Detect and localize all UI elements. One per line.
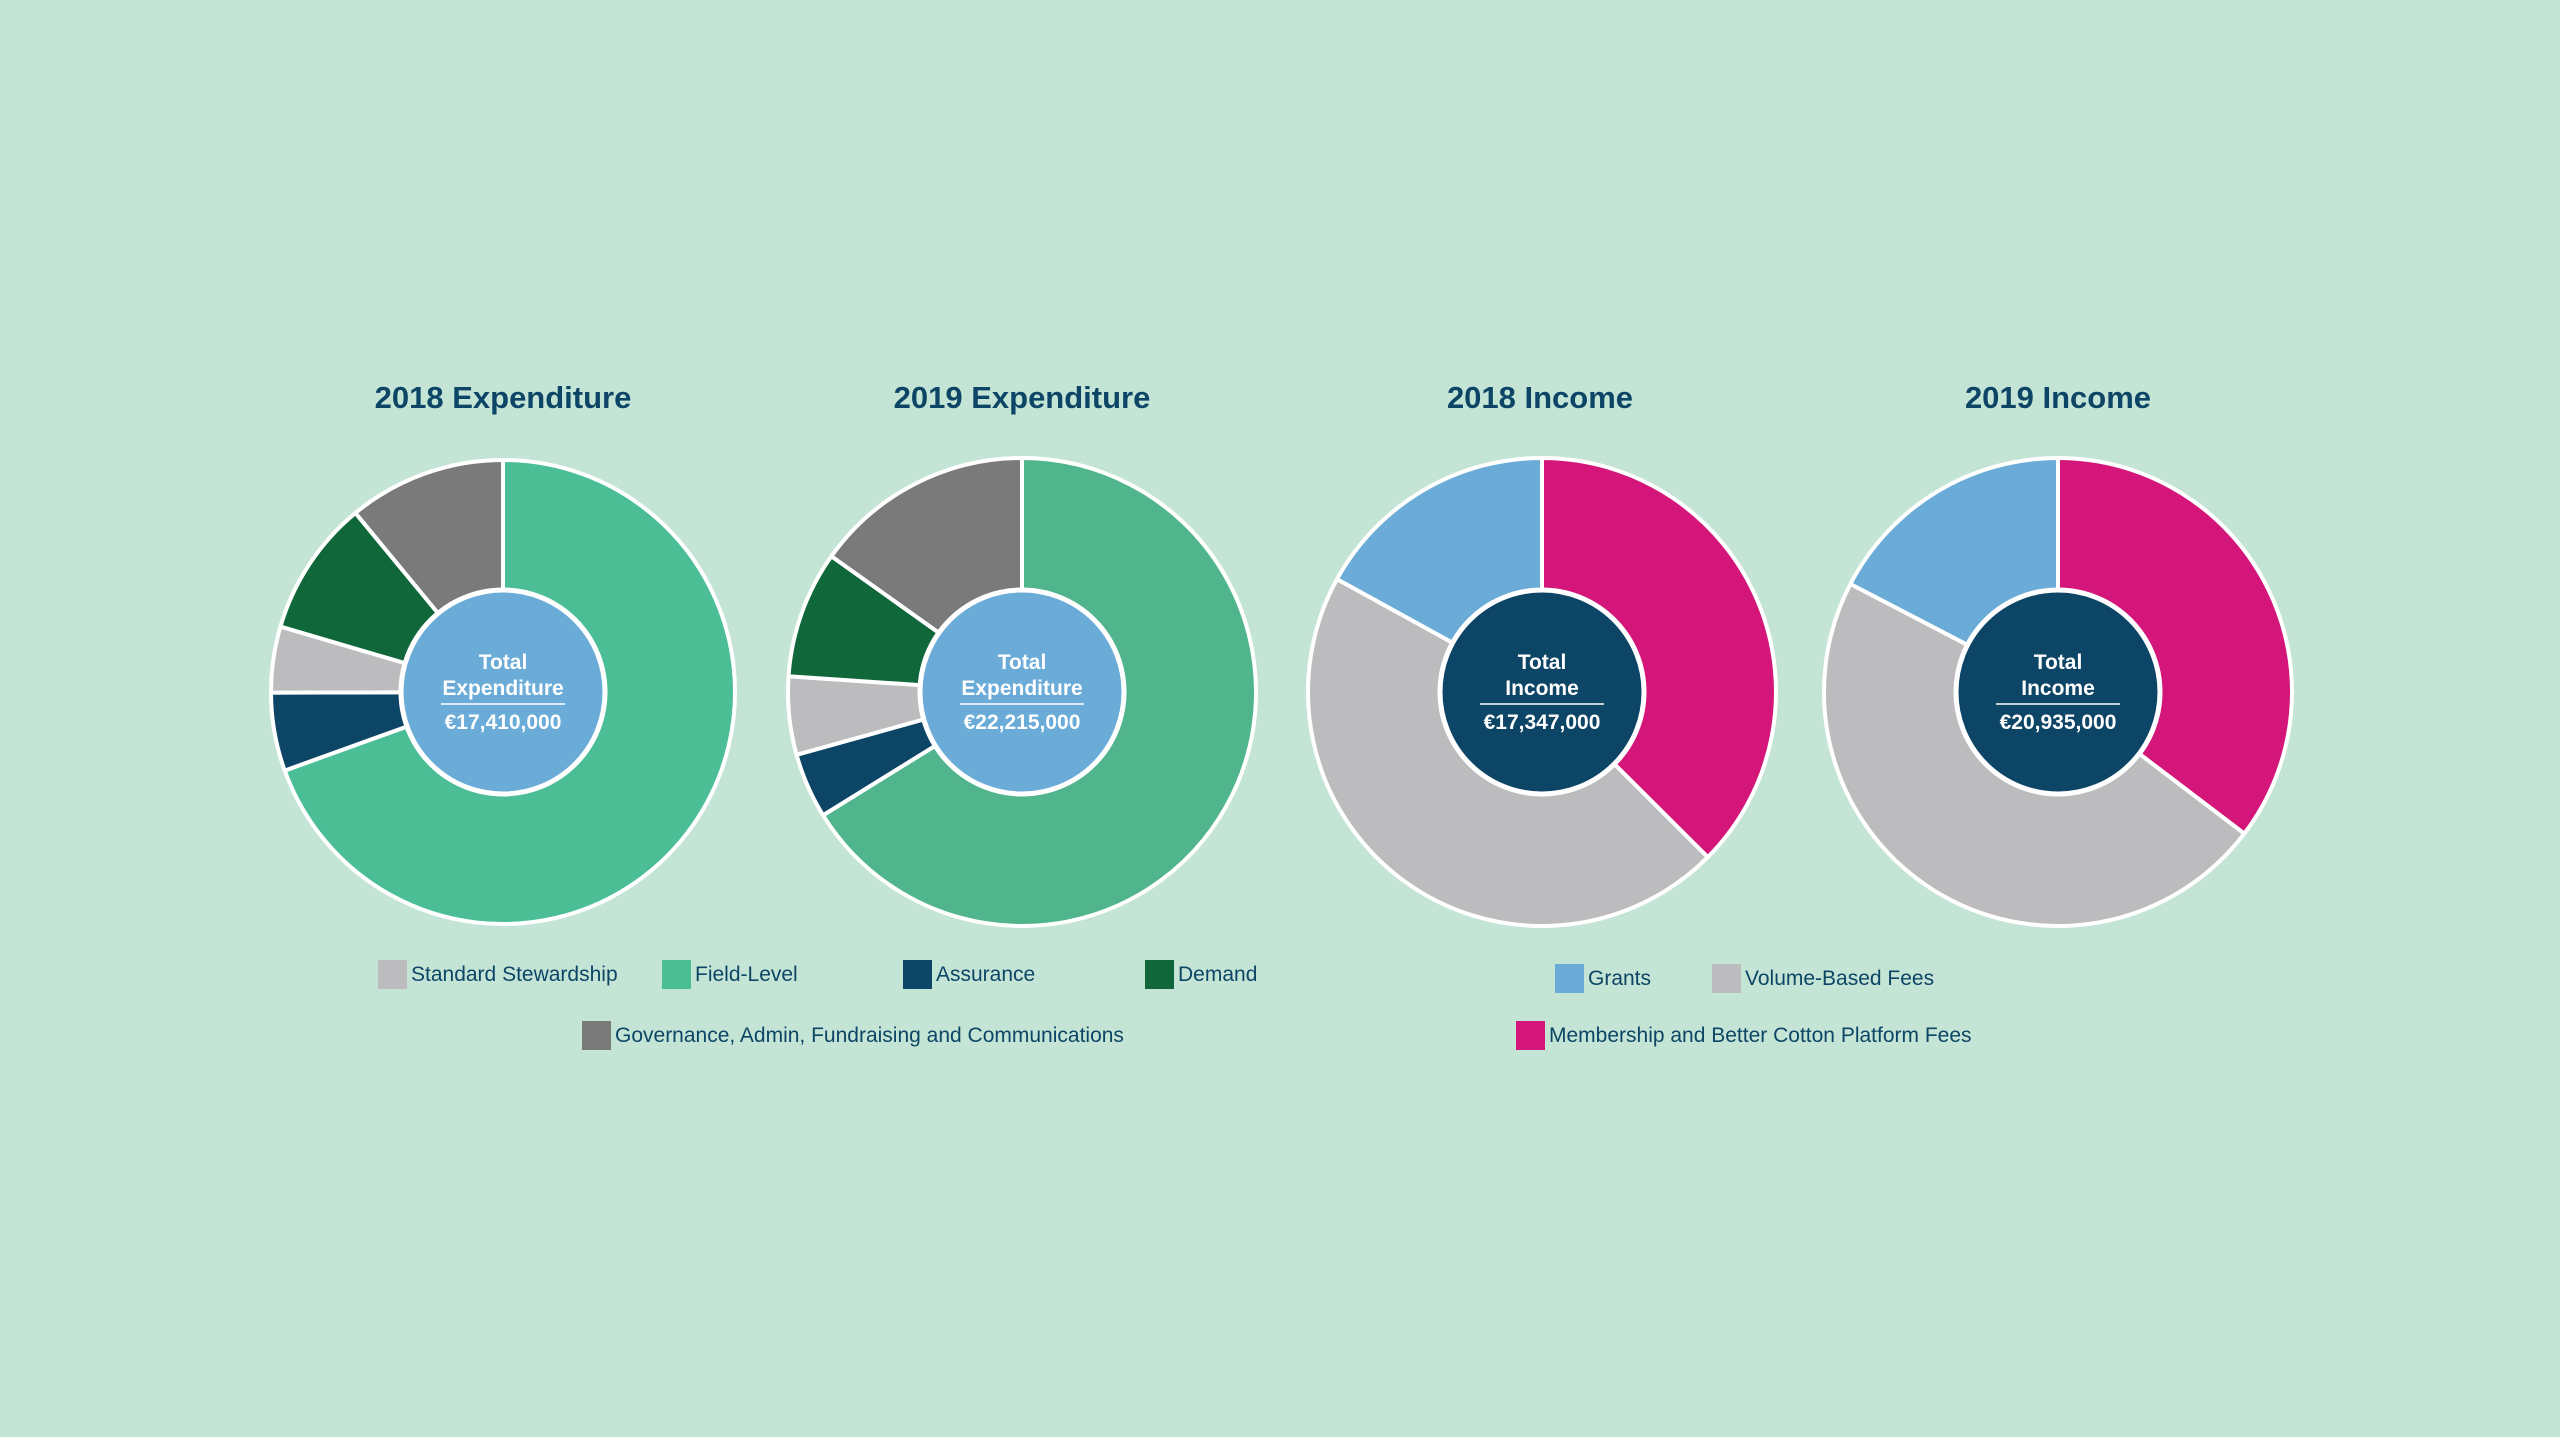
legend-label: Grants bbox=[1588, 966, 1652, 990]
center-label-line1: Total bbox=[2034, 651, 2083, 674]
legend-label: Field-Level bbox=[695, 962, 798, 986]
center-label-line1: Total bbox=[1518, 651, 1567, 674]
donut-center bbox=[398, 587, 608, 797]
legend-label: Demand bbox=[1178, 962, 1258, 986]
donut-center bbox=[1953, 587, 2163, 797]
center-label-line2: Expenditure bbox=[442, 677, 563, 700]
legend-label: Standard Stewardship bbox=[411, 962, 618, 986]
legend-swatch bbox=[903, 960, 932, 989]
legend-standard-stewardship: Standard Stewardship bbox=[378, 960, 618, 989]
legend-swatch bbox=[1555, 964, 1584, 993]
donut-center bbox=[917, 587, 1127, 797]
legend-assurance: Assurance bbox=[903, 960, 1035, 989]
slice-membership-and-better-cotton-platform-fees bbox=[2056, 456, 2294, 836]
title-2019-income: 2019 Income bbox=[1964, 380, 2152, 415]
legend-swatch bbox=[378, 960, 407, 989]
legend-label: Membership and Better Cotton Platform Fe… bbox=[1549, 1023, 1972, 1047]
legend-membership-fees: Membership and Better Cotton Platform Fe… bbox=[1516, 1021, 1972, 1050]
center-label-line1: Total bbox=[479, 651, 528, 674]
legend-label: Volume-Based Fees bbox=[1745, 966, 1935, 990]
center-total-value: €22,215,000 bbox=[964, 711, 1081, 734]
title-2018-expenditure: 2018 Expenditure bbox=[374, 380, 632, 415]
title-2018-income: 2018 Income bbox=[1446, 380, 1634, 415]
center-total-value: €17,410,000 bbox=[445, 711, 562, 734]
legend-label: Assurance bbox=[936, 962, 1036, 986]
center-label-line2: Expenditure bbox=[961, 677, 1082, 700]
legend-governance: Governance, Admin, Fundraising and Commu… bbox=[582, 1021, 1124, 1050]
donut-2019-income: Total Income €20,935,000 bbox=[1821, 456, 2294, 929]
center-label-line1: Total bbox=[998, 651, 1047, 674]
donut-center bbox=[1437, 587, 1647, 797]
legend-swatch bbox=[582, 1021, 611, 1050]
legend-grants: Grants bbox=[1555, 964, 1651, 993]
center-total-value: €17,347,000 bbox=[1484, 711, 1601, 734]
legend-field-level: Field-Level bbox=[662, 960, 798, 989]
donut-2019-expenditure: Total Expenditure €22,215,000 bbox=[786, 456, 1258, 928]
slice-membership-and-better-cotton-platform-fees bbox=[1540, 456, 1778, 860]
donut-2018-income: Total Income €17,347,000 bbox=[1306, 456, 1778, 928]
legend-swatch bbox=[1712, 964, 1741, 993]
legend-demand: Demand bbox=[1145, 960, 1257, 989]
legend-label: Governance, Admin, Fundraising and Commu… bbox=[615, 1023, 1124, 1047]
center-label-line2: Income bbox=[2021, 677, 2095, 700]
center-label-line2: Income bbox=[1505, 677, 1579, 700]
legend-swatch bbox=[662, 960, 691, 989]
legend-swatch bbox=[1145, 960, 1174, 989]
legend-volume-based-fees: Volume-Based Fees bbox=[1712, 964, 1934, 993]
legend-swatch bbox=[1516, 1021, 1545, 1050]
title-2019-expenditure: 2019 Expenditure bbox=[893, 380, 1151, 415]
center-total-value: €20,935,000 bbox=[2000, 711, 2117, 734]
donut-2018-expenditure: Total Expenditure €17,410,000 bbox=[269, 458, 737, 926]
